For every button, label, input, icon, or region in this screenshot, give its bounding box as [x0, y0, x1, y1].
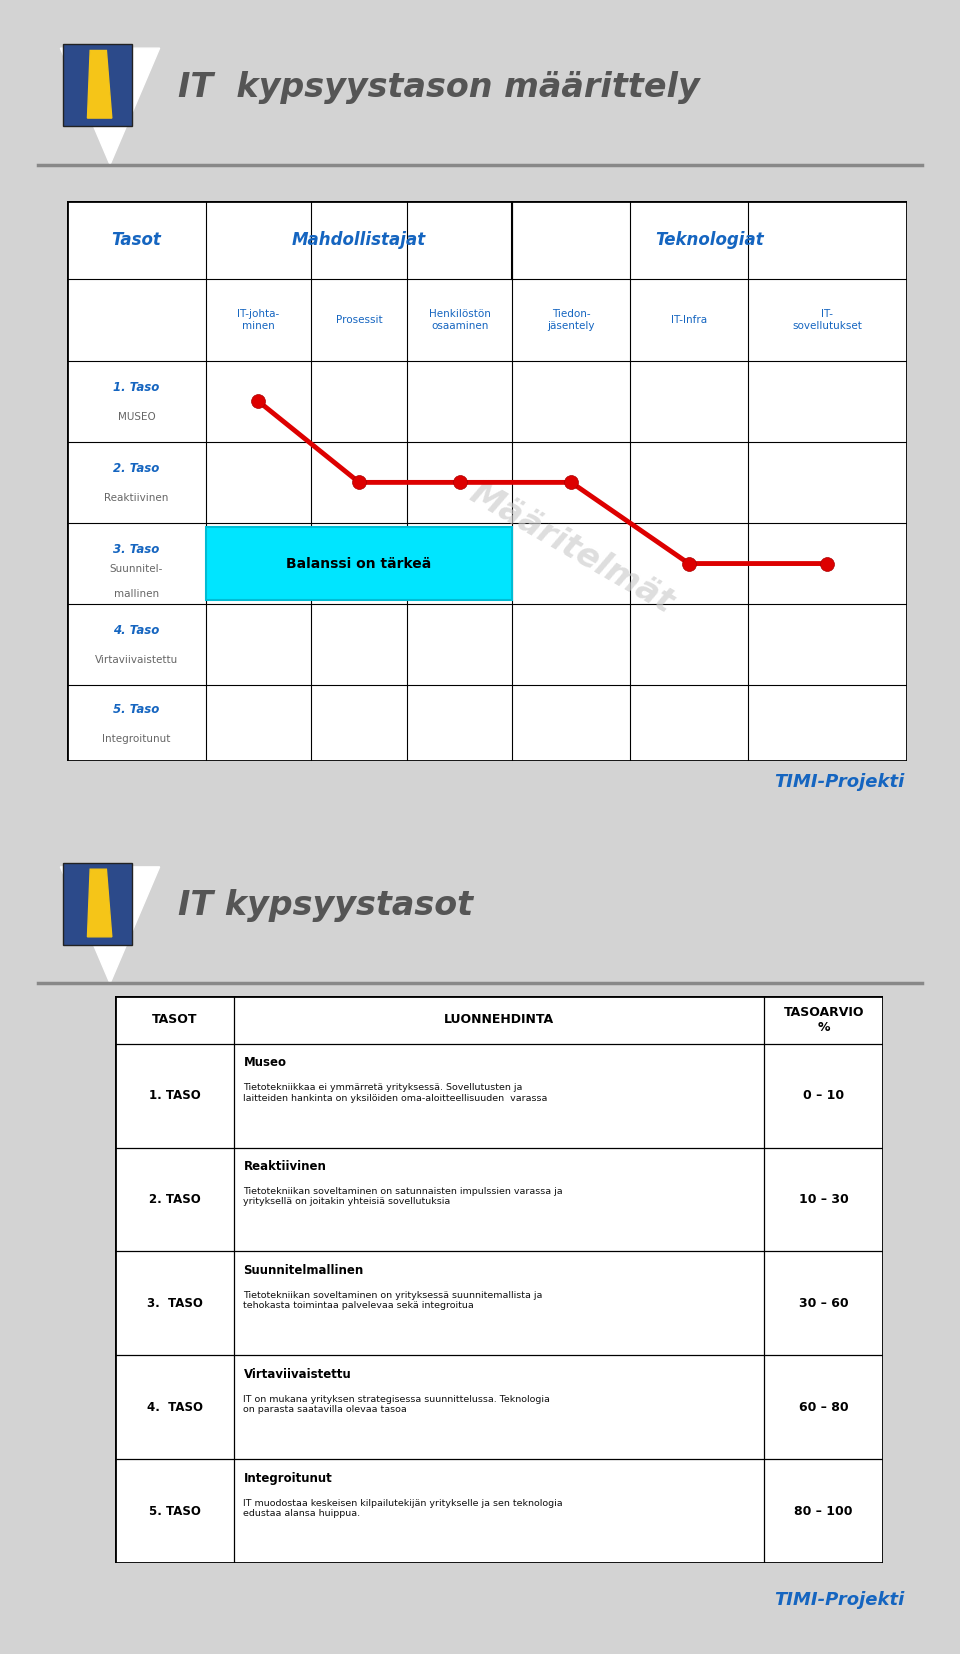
Text: mallinen: mallinen	[114, 589, 159, 599]
Text: IT  kypsyystason määrittely: IT kypsyystason määrittely	[178, 71, 700, 104]
Text: Tietotekniikkaa ei ymmärretä yrityksessä. Sovellutusten ja
laitteiden hankinta o: Tietotekniikkaa ei ymmärretä yrityksessä…	[244, 1083, 548, 1103]
Text: MUSEO: MUSEO	[118, 412, 156, 422]
Text: Henkilöstön
osaaminen: Henkilöstön osaaminen	[429, 309, 491, 331]
Text: 2. Taso: 2. Taso	[113, 461, 159, 475]
Text: 1. Taso: 1. Taso	[113, 380, 159, 394]
Text: Museo: Museo	[244, 1057, 286, 1068]
Text: Integroitunut: Integroitunut	[103, 734, 171, 744]
Text: Balanssi on tärkeä: Balanssi on tärkeä	[286, 556, 432, 571]
Text: IT on mukana yrityksen strategisessa suunnittelussa. Teknologia
on parasta saata: IT on mukana yrityksen strategisessa suu…	[244, 1394, 550, 1414]
Text: Teknologiat: Teknologiat	[656, 232, 764, 250]
Text: IT-Infra: IT-Infra	[671, 314, 707, 326]
Text: Prosessit: Prosessit	[336, 314, 382, 326]
Text: 80 – 100: 80 – 100	[795, 1505, 852, 1518]
Text: 1. TASO: 1. TASO	[149, 1090, 201, 1102]
Text: 5. TASO: 5. TASO	[149, 1505, 201, 1518]
Text: Tasot: Tasot	[111, 232, 161, 250]
FancyBboxPatch shape	[63, 45, 132, 126]
Text: Tiedon-
jäsentely: Tiedon- jäsentely	[547, 309, 595, 331]
Text: TIMI-Projekti: TIMI-Projekti	[774, 772, 904, 791]
Polygon shape	[60, 48, 159, 165]
Text: IT-
sovellutukset: IT- sovellutukset	[792, 309, 862, 331]
Text: Tietotekniikan soveltaminen on yrityksessä suunnitemallista ja
tehokasta toimint: Tietotekniikan soveltaminen on yritykses…	[244, 1290, 542, 1310]
FancyBboxPatch shape	[67, 202, 907, 761]
Text: Reaktiivinen: Reaktiivinen	[105, 493, 169, 503]
Text: TASOT: TASOT	[152, 1014, 198, 1025]
FancyBboxPatch shape	[63, 863, 132, 944]
Text: Tietotekniikan soveltaminen on satunnaisten impulssien varassa ja
yrityksellä on: Tietotekniikan soveltaminen on satunnais…	[244, 1188, 564, 1206]
FancyBboxPatch shape	[115, 996, 883, 1563]
Text: Reaktiivinen: Reaktiivinen	[244, 1159, 326, 1173]
Text: Virtaviivaistettu: Virtaviivaistettu	[95, 655, 179, 665]
Text: 4.  TASO: 4. TASO	[147, 1401, 203, 1414]
Text: Mahdollistajat: Mahdollistajat	[292, 232, 426, 250]
Text: 5. Taso: 5. Taso	[113, 703, 159, 716]
Text: TASOARVIO
%: TASOARVIO %	[783, 1006, 864, 1034]
Text: IT-johta-
minen: IT-johta- minen	[237, 309, 279, 331]
Text: Suunnitel-: Suunnitel-	[109, 564, 163, 574]
Text: 30 – 60: 30 – 60	[799, 1297, 849, 1310]
Text: LUONNEHDINTA: LUONNEHDINTA	[444, 1014, 554, 1025]
Text: 2. TASO: 2. TASO	[149, 1193, 201, 1206]
Text: 10 – 30: 10 – 30	[799, 1193, 849, 1206]
Text: 3.  TASO: 3. TASO	[147, 1297, 203, 1310]
Text: IT muodostaa keskeisen kilpailutekijän yritykselle ja sen teknologia
edustaa ala: IT muodostaa keskeisen kilpailutekijän y…	[244, 1499, 564, 1518]
FancyBboxPatch shape	[205, 528, 513, 600]
Text: 60 – 80: 60 – 80	[799, 1401, 849, 1414]
Text: TIMI-Projekti: TIMI-Projekti	[774, 1591, 904, 1609]
Text: Integroitunut: Integroitunut	[244, 1472, 332, 1485]
Text: 0 – 10: 0 – 10	[804, 1090, 844, 1102]
Text: Määritelmät: Määritelmät	[464, 476, 679, 620]
Polygon shape	[87, 870, 111, 936]
Text: Virtaviivaistettu: Virtaviivaistettu	[244, 1368, 351, 1381]
Text: 4. Taso: 4. Taso	[113, 624, 159, 637]
Polygon shape	[87, 51, 111, 117]
Polygon shape	[60, 867, 159, 984]
Text: IT kypsyystasot: IT kypsyystasot	[178, 890, 473, 923]
Text: 3. Taso: 3. Taso	[113, 543, 159, 556]
Text: Suunnitelmallinen: Suunnitelmallinen	[244, 1264, 364, 1277]
